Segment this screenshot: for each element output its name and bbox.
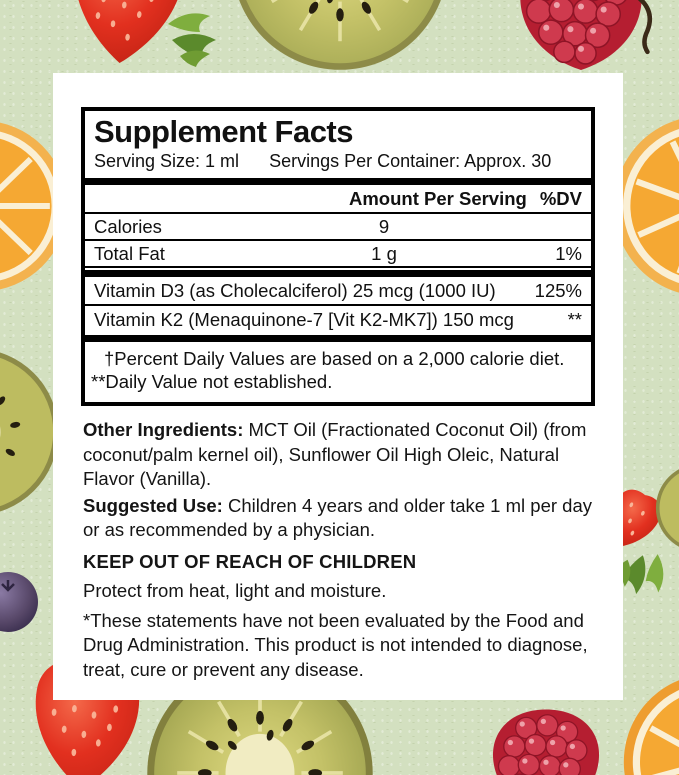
serving-size: Serving Size: 1 ml xyxy=(94,151,240,171)
storage-instruction: Protect from heat, light and moisture. xyxy=(83,580,387,601)
table-row-total-fat: Total Fat 1 g 1% xyxy=(85,241,591,268)
nutrient-name: Calories xyxy=(94,215,162,237)
serving-info: Serving Size: 1 ml Servings Per Containe… xyxy=(94,150,582,173)
orange-slice-illustration xyxy=(0,122,68,290)
dv-column-label: %DV xyxy=(539,187,582,209)
table-row-vitamin-d3: Vitamin D3 (as Cholecalciferol) 25 mcg (… xyxy=(85,277,591,306)
orange-slice-illustration xyxy=(623,673,679,775)
other-ingredients-label: Other Ingredients: xyxy=(83,419,244,440)
footnotes: †Percent Daily Values are based on a 2,0… xyxy=(85,342,591,402)
kiwi-illustration xyxy=(655,469,679,547)
strawberry-illustration xyxy=(74,0,185,63)
strawberry-illustration xyxy=(613,489,662,547)
label-text-sections: Other Ingredients: MCT Oil (Fractionated… xyxy=(81,406,599,682)
footnote-dv-not-established: **Daily Value not established. xyxy=(91,371,333,392)
kiwi-illustration xyxy=(239,0,441,70)
keep-out-of-reach-warning: KEEP OUT OF REACH OF CHILDREN xyxy=(83,550,417,572)
raspberry-illustration xyxy=(520,0,652,70)
blueberry-illustration xyxy=(0,572,38,632)
other-ingredients-text: MCT Oil (Fractionated Coconut Oil) (from… xyxy=(83,419,587,489)
thick-divider xyxy=(85,270,591,277)
table-row-vitamin-k2: Vitamin K2 (Menaquinone-7 [Vit K2-MK7]) … xyxy=(85,306,591,333)
table-row-calories: Calories 9 xyxy=(85,214,591,241)
nutrient-name: Vitamin D3 (as Cholecalciferol) 25 mcg (… xyxy=(94,279,496,301)
amount-per-serving-header-row: Amount Per Serving %DV xyxy=(85,185,591,214)
suggested-use-text: Children 4 years and older take 1 ml per… xyxy=(83,494,592,541)
strawberry-leaf-illustration xyxy=(168,13,216,67)
supplement-facts-header: Supplement Facts Serving Size: 1 ml Serv… xyxy=(85,111,591,178)
nutrient-name: Vitamin K2 (Menaquinone-7 [Vit K2-MK7]) … xyxy=(94,308,514,330)
label-panel: Supplement Facts Serving Size: 1 ml Serv… xyxy=(53,73,623,700)
nutrient-name: Total Fat xyxy=(94,242,165,264)
thick-divider xyxy=(85,178,591,185)
other-ingredients: Other Ingredients: MCT Oil (Fractionated… xyxy=(83,418,599,492)
nutrient-amount: 1 g xyxy=(371,242,397,264)
thick-divider xyxy=(85,335,591,342)
kiwi-illustration xyxy=(0,352,59,512)
suggested-use-label: Suggested Use: xyxy=(83,494,223,516)
nutrient-dv: 125% xyxy=(534,279,582,301)
suggested-use: Suggested Use: Children 4 years and olde… xyxy=(83,494,599,543)
raspberry-illustration xyxy=(493,709,599,775)
supplement-facts-title: Supplement Facts xyxy=(94,114,354,149)
supplement-facts-table: Supplement Facts Serving Size: 1 ml Serv… xyxy=(81,107,595,406)
nutrient-dv: ** xyxy=(567,308,582,330)
fda-disclaimer: *These statements have not been evaluate… xyxy=(83,609,588,680)
nutrient-amount: 9 xyxy=(378,215,390,237)
orange-slice-illustration xyxy=(613,115,679,297)
servings-per-container: Servings Per Container: Approx. 30 xyxy=(269,151,552,171)
nutrient-dv: 1% xyxy=(555,242,582,264)
amount-per-serving-label: Amount Per Serving xyxy=(349,187,527,209)
footnote-daily-values: †Percent Daily Values are based on a 2,0… xyxy=(104,348,565,369)
